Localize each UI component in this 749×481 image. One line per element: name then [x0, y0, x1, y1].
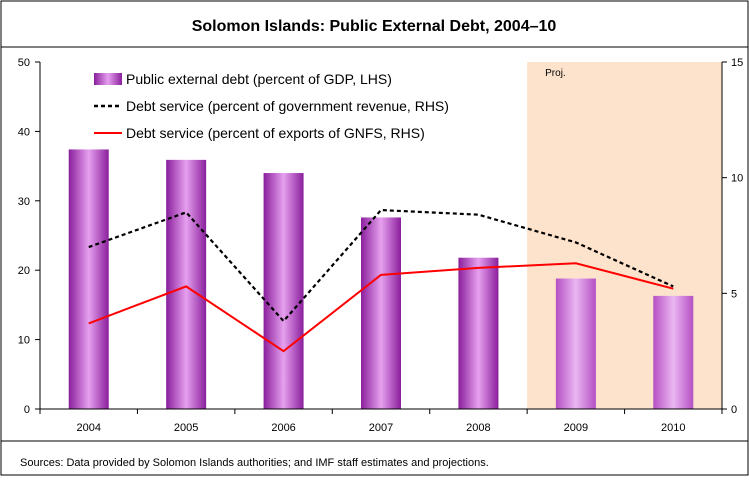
debt-service-exports-line — [88, 262, 674, 353]
left-tick-label: 30 — [18, 196, 30, 208]
bar-2008 — [458, 257, 499, 409]
source-note: Sources: Data provided by Solomon Island… — [20, 457, 489, 469]
right-tick-label: 10 — [731, 173, 743, 185]
line-series — [88, 208, 674, 353]
x-tick-label: 2006 — [271, 422, 295, 434]
right-tick-label: 15 — [731, 57, 743, 69]
x-tick-label: 2004 — [76, 422, 100, 434]
right-tick-label: 0 — [731, 404, 737, 416]
bar-2009 — [555, 278, 596, 409]
bar-2006 — [263, 173, 304, 409]
x-tick-label: 2008 — [466, 422, 490, 434]
bar-series — [68, 149, 694, 409]
x-tick-label: 2010 — [661, 422, 685, 434]
projection-label: Proj. — [545, 68, 566, 79]
x-tick-label: 2009 — [564, 422, 588, 434]
axes — [39, 62, 723, 410]
chart-title: Solomon Islands: Public External Debt, 2… — [192, 18, 557, 35]
legend: Public external debt (percent of GDP, LH… — [94, 71, 449, 141]
left-tick-label: 0 — [24, 404, 30, 416]
right-tick-label: 5 — [731, 288, 737, 300]
bar-2005 — [166, 159, 207, 409]
bar-2007 — [361, 217, 401, 409]
bar-2004 — [68, 149, 109, 409]
tick-labels: 0 10 20 30 40 50 0 5 10 15 2004 2005 2006 2007 2008 200… — [18, 57, 744, 434]
x-tick-label: 2005 — [174, 422, 198, 434]
legend-bar-swatch — [94, 73, 122, 85]
left-tick-label: 50 — [18, 57, 30, 69]
x-tick-label: 2007 — [369, 422, 393, 434]
legend-bar-label: Public external debt (percent of GDP, LH… — [126, 71, 392, 87]
legend-solid-label: Debt service (percent of exports of GNFS… — [126, 125, 425, 141]
bar-2010 — [653, 295, 694, 409]
debt-service-revenue-line — [88, 208, 674, 323]
left-tick-label: 10 — [18, 335, 30, 347]
left-tick-label: 40 — [18, 126, 30, 138]
legend-dotted-label: Debt service (percent of government reve… — [126, 98, 449, 114]
left-tick-label: 20 — [18, 265, 30, 277]
